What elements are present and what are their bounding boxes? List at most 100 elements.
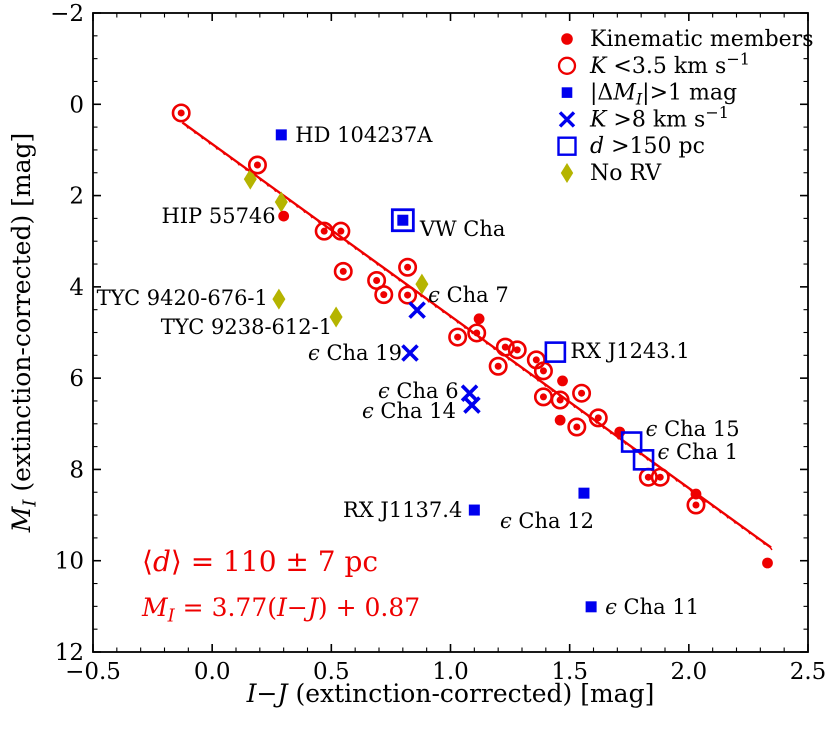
data-point (468, 504, 480, 516)
x-tick-label: 0.5 (313, 659, 350, 685)
data-point-core (594, 414, 602, 422)
point-label: ϵ Cha 11 (605, 595, 699, 619)
data-point (588, 408, 608, 428)
annotation-mean-distance: ⟨d⟩ = 110 ± 7 pc (142, 545, 378, 578)
point-label: HD 104237A (295, 123, 433, 147)
data-point-core (404, 263, 412, 271)
point-label: ϵ Cha 6 (378, 379, 459, 403)
point-label: RX J1243.1 (570, 339, 689, 363)
point-label: RX J1137.4 (343, 498, 462, 522)
data-point (550, 390, 570, 410)
series-vw-cha (390, 208, 415, 233)
point-label: ϵ Cha 15 (646, 417, 740, 441)
legend-square-icon (561, 87, 573, 98)
data-point-core (656, 473, 664, 481)
point-label: HIP 55746 (161, 204, 275, 228)
legend-label: K <3.5 km s−1 (589, 49, 750, 78)
series-k-gt-8 (401, 301, 481, 414)
y-tick-label: 0 (69, 92, 84, 118)
point-label: ϵ Cha 19 (308, 341, 402, 365)
data-point-core (513, 346, 521, 354)
legend-label: K >8 km s−1 (589, 103, 729, 132)
y-tick-label: 10 (55, 549, 84, 575)
data-point (495, 337, 515, 357)
data-point-core (692, 501, 700, 509)
data-point (690, 488, 702, 500)
data-point-core (320, 227, 328, 235)
x-axis-title: I−J (extinction-corrected) [mag] (246, 679, 655, 708)
data-point (620, 431, 643, 453)
data-point-core (337, 227, 345, 235)
y-tick-label: 8 (69, 457, 84, 483)
data-point (398, 257, 418, 277)
data-point (473, 313, 485, 325)
data-point (408, 301, 426, 319)
data-point (243, 168, 257, 190)
data-point-core (404, 291, 412, 299)
data-point (557, 375, 568, 387)
data-point-core (473, 329, 481, 337)
legend-x-icon (558, 111, 576, 128)
legend-label: d >150 pc (590, 134, 705, 159)
series-k-lt-3p5 (171, 103, 706, 515)
x-tick-label: 2.5 (790, 659, 827, 685)
data-point (331, 221, 351, 241)
legend-item: Kinematic members (561, 27, 813, 52)
data-point (463, 396, 481, 414)
legend-open-square-icon (557, 136, 577, 156)
y-tick-label: −2 (50, 1, 84, 27)
y-axis: −2 0 2 4 6 8 10 12 (50, 1, 808, 666)
data-point-core (380, 291, 388, 299)
x-tick-label: 1.5 (551, 659, 588, 685)
data-point-core (501, 343, 509, 351)
data-point (272, 288, 286, 310)
point-label: ϵ Cha 12 (500, 509, 594, 533)
data-point (390, 208, 415, 233)
data-point (567, 417, 587, 437)
data-point-core (556, 396, 564, 404)
legend-label: |ΔMI|>1 mag (590, 81, 737, 109)
data-point (762, 557, 773, 569)
legend-item: K <3.5 km s−1 (557, 49, 750, 79)
data-point (401, 344, 419, 362)
data-point-core (253, 161, 261, 169)
legend-item: No RV (560, 161, 662, 186)
data-point (374, 285, 394, 305)
data-point (632, 449, 655, 471)
data-point (415, 273, 429, 295)
data-point-core (373, 276, 381, 284)
data-point-core (578, 389, 586, 397)
data-point (554, 414, 566, 426)
point-label: TYC 9238-612-1 (161, 315, 332, 339)
point-label: ϵ Cha 14 (362, 399, 456, 423)
data-point (572, 383, 592, 403)
data-point (275, 129, 287, 141)
series-kinematic-members (278, 210, 773, 569)
data-point (585, 601, 597, 613)
legend-circle-icon (557, 56, 577, 75)
x-axis: −0.5 0.0 0.5 1.0 1.5 2.0 2.5 (65, 13, 826, 685)
y-tick-label: 4 (69, 275, 84, 301)
data-point-core (454, 333, 462, 341)
data-point (333, 261, 353, 281)
x-tick-label: 2.0 (671, 659, 708, 685)
series-d-gt-150 (544, 341, 655, 471)
data-point (398, 285, 418, 305)
axes: −0.5 0.0 0.5 1.0 1.5 2.0 2.5 −2 0 2 4 6 8 10 12 (50, 1, 826, 685)
series-delta-mi-gt-1 (275, 129, 597, 613)
point-label: TYC 9420-676-1 (97, 286, 268, 310)
data-point-core (397, 214, 409, 226)
legend-item: d >150 pc (557, 134, 705, 159)
legend-label: No RV (590, 161, 662, 186)
series-no-rv (243, 168, 429, 328)
x-tick-label: 0.0 (194, 659, 231, 685)
data-point (247, 155, 267, 175)
data-point (274, 191, 288, 213)
data-point-core (177, 109, 185, 117)
data-point-core (573, 423, 581, 431)
y-tick-label: 2 (69, 184, 84, 210)
x-tick-label: 1.0 (432, 659, 469, 685)
